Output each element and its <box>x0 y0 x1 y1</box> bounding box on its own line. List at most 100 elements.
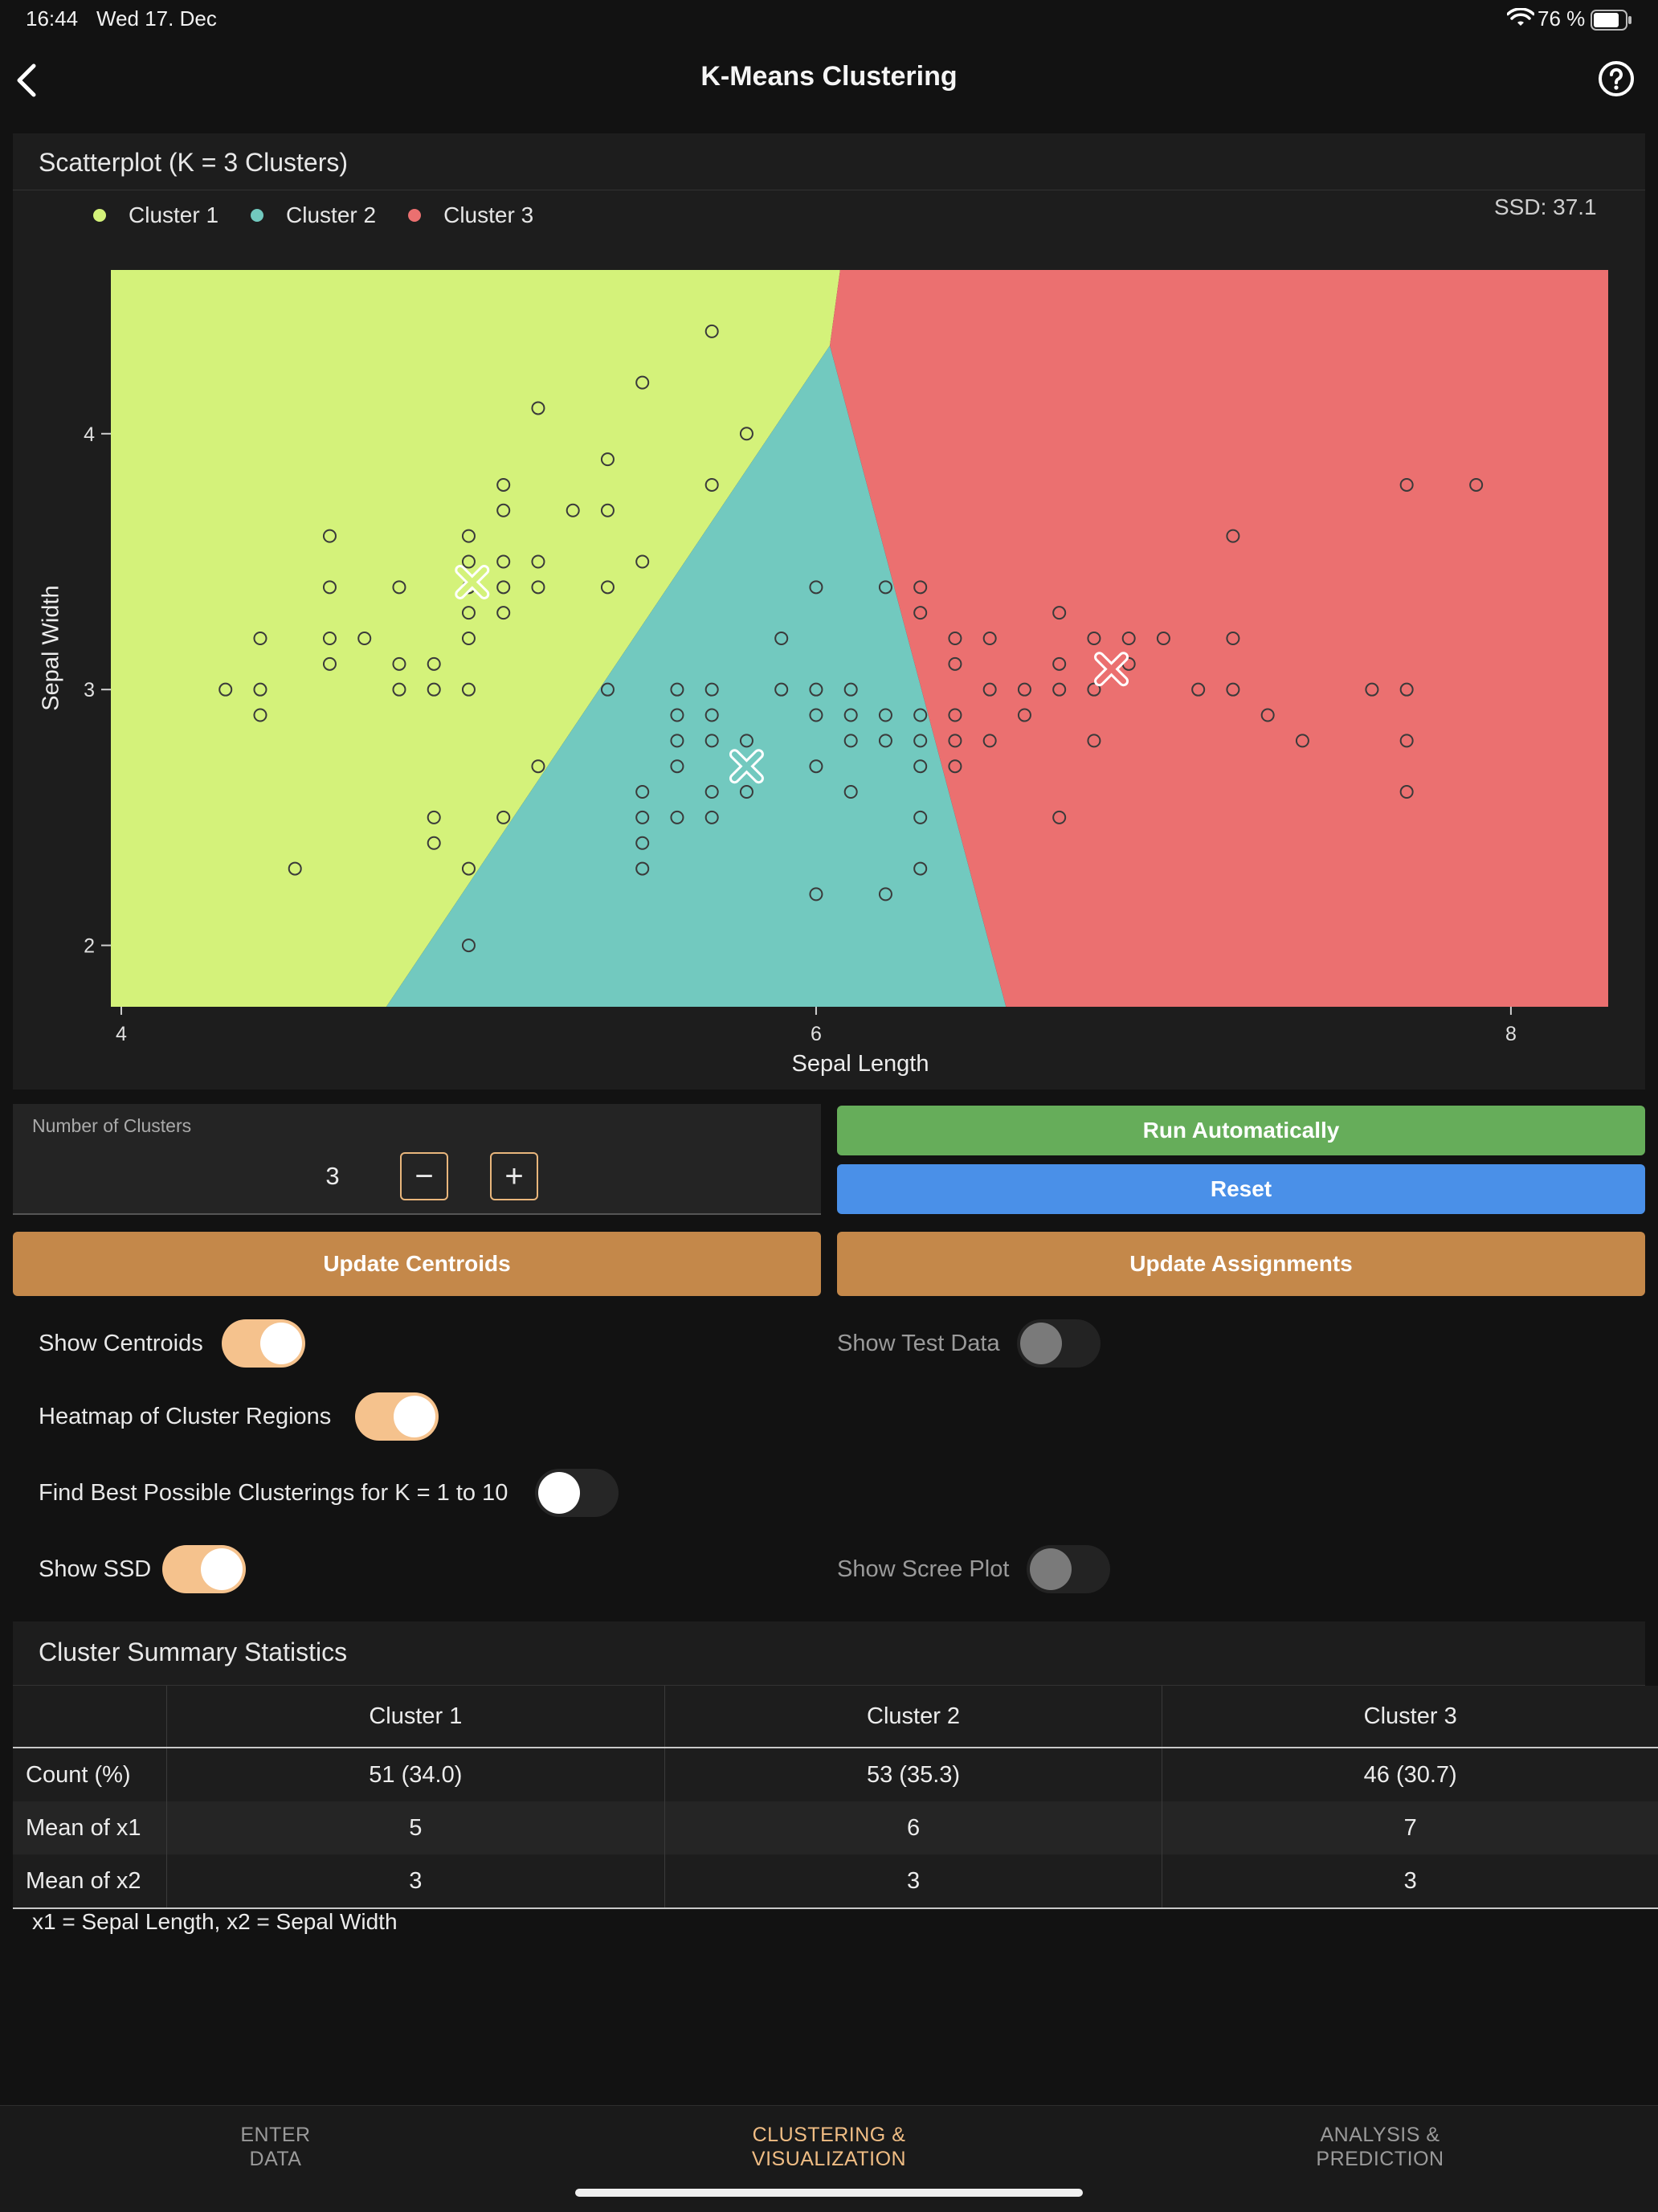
data-point <box>843 708 858 722</box>
table-cell: 3 <box>1162 1854 1658 1908</box>
data-point <box>704 324 719 338</box>
data-point <box>496 503 511 517</box>
data-point <box>878 734 892 748</box>
data-point <box>913 580 928 595</box>
increment-button[interactable]: + <box>490 1152 538 1200</box>
row-label: Mean of x2 <box>13 1854 167 1908</box>
data-point <box>1399 785 1414 799</box>
data-point <box>531 554 545 569</box>
data-point <box>809 580 823 595</box>
show-scree-toggle[interactable] <box>1027 1545 1110 1593</box>
legend-dot <box>93 209 106 222</box>
data-point <box>913 734 928 748</box>
update-centroids-button[interactable]: Update Centroids <box>13 1232 821 1296</box>
data-point <box>600 682 615 697</box>
tab-label: PREDICTION <box>1316 2148 1444 2170</box>
data-point <box>427 682 441 697</box>
show-ssd-label: Show SSD <box>39 1556 152 1582</box>
page-title: K-Means Clustering <box>700 61 958 92</box>
data-point <box>1087 632 1101 645</box>
data-point <box>392 580 406 595</box>
data-point <box>739 427 753 441</box>
data-point <box>635 861 650 876</box>
data-point <box>670 708 684 722</box>
data-point <box>704 708 719 722</box>
help-button[interactable] <box>1597 59 1637 100</box>
data-point <box>913 606 928 620</box>
data-point <box>1017 708 1031 722</box>
data-point <box>635 785 650 799</box>
data-point <box>1156 632 1170 645</box>
centroid-marker <box>1094 652 1129 687</box>
data-point <box>392 656 406 671</box>
table-cell: 6 <box>664 1801 1162 1854</box>
best-clusterings-label: Find Best Possible Clusterings for K = 1… <box>39 1480 508 1506</box>
data-point <box>1087 734 1101 748</box>
data-point <box>774 632 789 645</box>
centroid-markers <box>455 564 1129 784</box>
chevron-left-icon <box>17 63 36 97</box>
data-point <box>878 580 892 595</box>
table-cell: 53 (35.3) <box>664 1748 1162 1801</box>
data-point <box>635 810 650 824</box>
y-axis-label: Sepal Width <box>38 585 64 711</box>
data-point <box>1399 477 1414 492</box>
table-row: Mean of x2 3 3 3 <box>13 1854 1658 1908</box>
data-point <box>1087 682 1101 697</box>
tab-enter-data[interactable]: ENTER DATA <box>195 2123 356 2171</box>
data-point <box>1226 632 1240 645</box>
toggle-knob <box>394 1396 435 1437</box>
show-test-data-toggle[interactable] <box>1017 1319 1101 1368</box>
reset-button[interactable]: Reset <box>837 1164 1645 1214</box>
data-point <box>739 734 753 748</box>
data-point <box>496 477 511 492</box>
summary-table-wrap: Cluster 1 Cluster 2 Cluster 3 Count (%) … <box>13 1686 1658 1909</box>
show-centroids-toggle[interactable] <box>222 1319 305 1368</box>
data-point <box>496 606 511 620</box>
data-point <box>635 836 650 850</box>
data-point <box>427 656 441 671</box>
centroid-marker <box>455 564 490 599</box>
data-point <box>704 785 719 799</box>
data-point <box>531 401 545 415</box>
heatmap-toggle[interactable] <box>355 1392 439 1441</box>
data-point <box>913 708 928 722</box>
row-label: Mean of x1 <box>13 1801 167 1854</box>
back-button[interactable] <box>11 58 59 103</box>
show-ssd-toggle[interactable] <box>162 1545 246 1593</box>
num-clusters-value: 3 <box>325 1162 340 1190</box>
run-automatically-button[interactable]: Run Automatically <box>837 1106 1645 1155</box>
table-row: Count (%) 51 (34.0) 53 (35.3) 46 (30.7) <box>13 1748 1658 1801</box>
data-point <box>253 708 267 722</box>
update-assignments-button[interactable]: Update Assignments <box>837 1232 1645 1296</box>
data-point <box>461 606 476 620</box>
y-tick-label: 4 <box>84 423 95 446</box>
data-point <box>843 734 858 748</box>
data-point <box>704 734 719 748</box>
best-clusterings-toggle[interactable] <box>535 1469 619 1517</box>
tab-clustering-visualization[interactable]: CLUSTERING & VISUALIZATION <box>709 2123 949 2171</box>
tab-label: DATA <box>249 2148 302 2170</box>
data-point <box>253 682 267 697</box>
data-point <box>496 580 511 595</box>
scatter-chart[interactable]: 4 6 8 2 3 4 <box>0 0 1658 1093</box>
legend-label: Cluster 2 <box>286 202 377 227</box>
data-point <box>531 580 545 595</box>
data-point <box>566 503 580 517</box>
data-point <box>982 632 997 645</box>
data-point <box>948 632 962 645</box>
data-point <box>357 632 372 645</box>
data-point <box>1260 708 1275 722</box>
decrement-button[interactable]: − <box>400 1152 448 1200</box>
home-indicator <box>575 2189 1083 2197</box>
y-tick-label: 3 <box>84 679 95 701</box>
data-point <box>670 734 684 748</box>
toggle-knob <box>1020 1323 1062 1364</box>
tab-analysis-prediction[interactable]: ANALYSIS & PREDICTION <box>1260 2123 1501 2171</box>
heatmap-label: Heatmap of Cluster Regions <box>39 1404 332 1429</box>
data-point <box>913 810 928 824</box>
y-tick-label: 2 <box>84 935 95 958</box>
data-point <box>218 682 233 697</box>
data-point <box>982 682 997 697</box>
legend-item-cluster-2: Cluster 2 <box>251 202 376 228</box>
